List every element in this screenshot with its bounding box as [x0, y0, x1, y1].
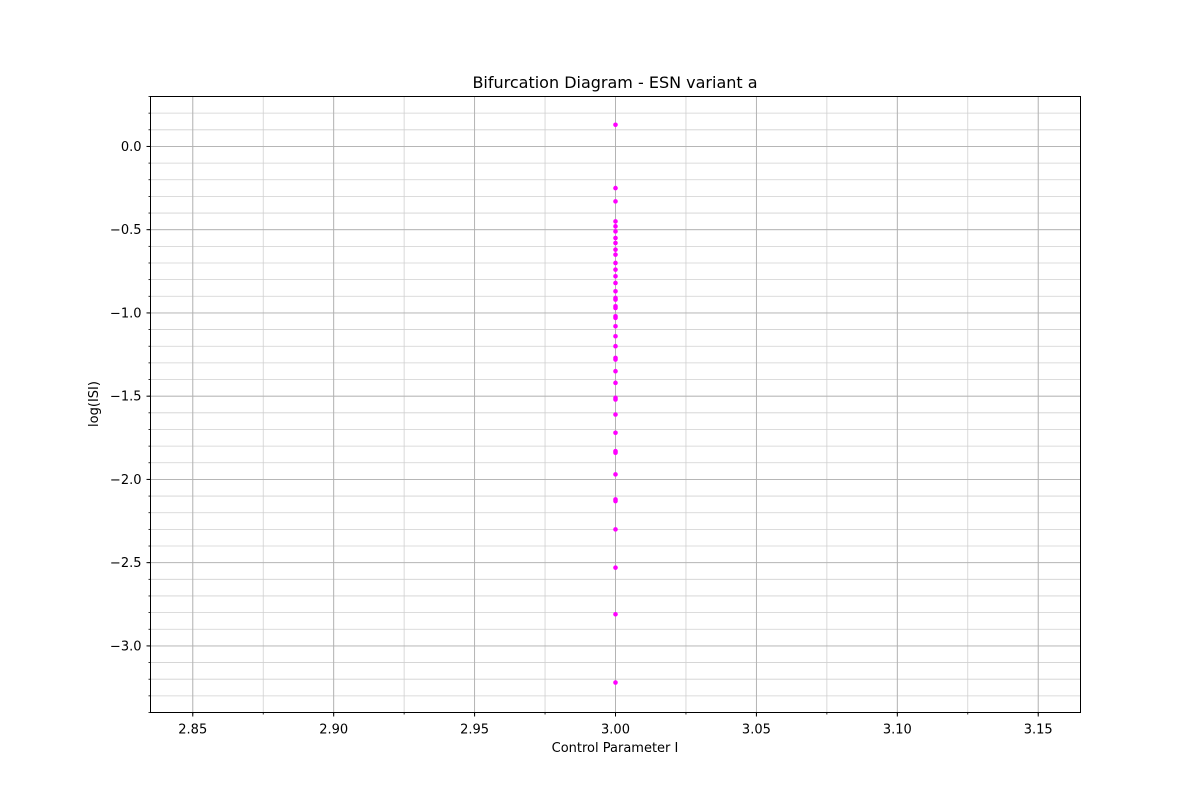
x-tick-label: 3.10: [883, 723, 912, 738]
data-point: [613, 247, 618, 252]
data-point: [613, 274, 618, 279]
y-axis-ticks: 0.0 −0.5 −1.0 −1.5 −2.0 −2.5 −3.0: [110, 96, 151, 713]
y-tick-label: 0.0: [121, 140, 142, 155]
data-point: [613, 357, 618, 362]
data-point: [613, 680, 618, 685]
data-point: [613, 323, 618, 329]
data-point: [613, 288, 618, 294]
x-tick-label: 3.05: [742, 723, 771, 738]
data-point: [613, 199, 618, 204]
y-tick-label: −1.5: [110, 390, 142, 405]
y-axis-label: log(ISI): [87, 381, 102, 427]
x-axis-ticks: 2.85 2.90 2.95 3.00 3.05 3.10 3.15: [178, 712, 1053, 738]
data-point: [613, 611, 618, 617]
data-point: [613, 397, 618, 402]
y-tick-label: −2.5: [110, 556, 142, 571]
y-tick-label: −1.0: [110, 306, 142, 321]
data-point: [613, 527, 618, 532]
data-point: [613, 412, 618, 417]
data-point: [613, 450, 618, 456]
data-point: [613, 260, 618, 266]
chart-title: Bifurcation Diagram - ESN variant a: [472, 73, 757, 92]
data-point: [613, 368, 618, 374]
data-point: [613, 185, 618, 191]
data-point: [613, 224, 618, 229]
data-point: [613, 252, 618, 257]
data-point: [613, 472, 618, 477]
data-point: [613, 333, 618, 339]
x-axis-label: Control Parameter I: [552, 741, 679, 756]
data-point: [613, 565, 618, 570]
x-tick-label: 2.90: [319, 723, 348, 738]
x-tick-label: 3.00: [601, 723, 630, 738]
x-tick-label: 2.95: [460, 723, 489, 738]
data-point: [613, 297, 618, 302]
data-point: [613, 343, 618, 349]
y-tick-label: −0.5: [110, 223, 142, 238]
data-point: [613, 229, 618, 234]
data-point: [613, 380, 618, 386]
data-points: [613, 122, 618, 685]
data-point: [613, 430, 618, 436]
y-tick-label: −2.0: [110, 473, 142, 488]
data-point: [613, 498, 618, 504]
data-point: [613, 240, 618, 246]
data-point: [613, 305, 618, 311]
x-tick-label: 2.85: [178, 723, 207, 738]
data-point: [613, 219, 618, 224]
data-point: [613, 267, 618, 272]
data-point: [613, 280, 618, 286]
x-tick-label: 3.15: [1024, 723, 1053, 738]
data-point: [613, 235, 618, 241]
data-point: [613, 315, 618, 321]
y-tick-label: −3.0: [110, 639, 142, 654]
data-point: [613, 122, 618, 128]
